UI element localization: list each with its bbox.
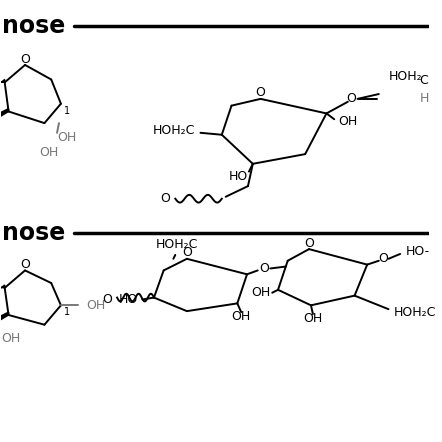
Text: O: O bbox=[255, 86, 266, 99]
Text: nose: nose bbox=[2, 14, 65, 38]
Text: O: O bbox=[160, 192, 171, 205]
Text: HOH₂: HOH₂ bbox=[389, 70, 422, 83]
Text: OH: OH bbox=[86, 299, 105, 312]
Text: HO-: HO- bbox=[406, 244, 430, 258]
Polygon shape bbox=[0, 80, 5, 86]
Text: OH: OH bbox=[40, 146, 59, 159]
Text: O: O bbox=[379, 252, 389, 265]
Polygon shape bbox=[0, 312, 8, 321]
Polygon shape bbox=[0, 109, 8, 117]
Text: HO: HO bbox=[229, 170, 248, 183]
Text: H: H bbox=[419, 92, 429, 105]
Text: OH: OH bbox=[303, 312, 323, 325]
Text: O: O bbox=[347, 92, 357, 105]
Polygon shape bbox=[0, 285, 5, 292]
Text: OH: OH bbox=[1, 332, 20, 345]
Text: 1: 1 bbox=[64, 106, 70, 115]
Text: HOH₂C: HOH₂C bbox=[152, 124, 194, 137]
Text: OH: OH bbox=[251, 286, 270, 299]
Text: HOH₂C: HOH₂C bbox=[393, 305, 436, 319]
Text: O: O bbox=[103, 293, 112, 306]
Text: nose: nose bbox=[2, 221, 65, 244]
Text: OH: OH bbox=[338, 114, 358, 128]
Text: OH: OH bbox=[232, 310, 251, 324]
Text: O: O bbox=[182, 247, 192, 259]
Text: OH: OH bbox=[57, 131, 76, 144]
Text: O: O bbox=[20, 53, 30, 66]
Text: O: O bbox=[304, 237, 314, 250]
Text: HOH₂C: HOH₂C bbox=[156, 238, 198, 251]
Text: C: C bbox=[419, 74, 428, 87]
Text: O: O bbox=[259, 262, 269, 275]
Text: 1: 1 bbox=[64, 307, 70, 317]
Text: O: O bbox=[20, 258, 30, 271]
Text: HO: HO bbox=[119, 293, 138, 306]
